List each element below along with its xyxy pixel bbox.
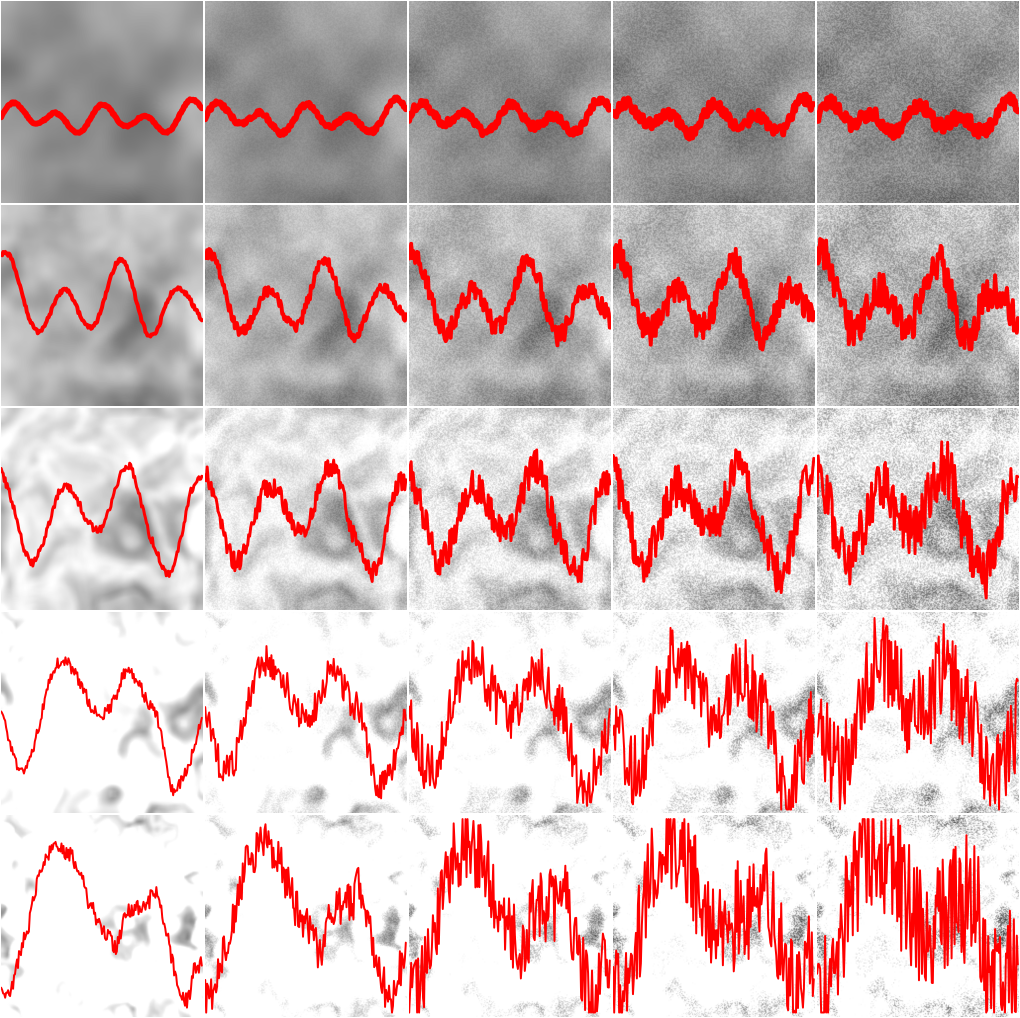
panel-r0-c0 bbox=[0, 0, 204, 204]
panel-r0-c1 bbox=[204, 0, 408, 204]
panel-r0-c4 bbox=[816, 0, 1020, 204]
texture-canvas bbox=[205, 205, 407, 407]
panel-r2-c4 bbox=[816, 407, 1020, 611]
texture-canvas bbox=[205, 408, 407, 610]
texture-canvas bbox=[613, 205, 815, 407]
panel-r4-c4 bbox=[816, 814, 1020, 1018]
panel-r1-c1 bbox=[204, 204, 408, 408]
panel-r2-c1 bbox=[204, 407, 408, 611]
panel-grid bbox=[0, 0, 1020, 1018]
panel-r4-c0 bbox=[0, 814, 204, 1018]
panel-r3-c3 bbox=[612, 611, 816, 815]
panel-r3-c1 bbox=[204, 611, 408, 815]
texture-canvas bbox=[817, 815, 1019, 1017]
panel-r3-c4 bbox=[816, 611, 1020, 815]
panel-r1-c4 bbox=[816, 204, 1020, 408]
texture-canvas bbox=[817, 1, 1019, 203]
texture-canvas bbox=[1, 815, 203, 1017]
texture-canvas bbox=[1, 1, 203, 203]
panel-r1-c2 bbox=[408, 204, 612, 408]
texture-canvas bbox=[205, 1, 407, 203]
texture-canvas bbox=[817, 205, 1019, 407]
panel-r2-c2 bbox=[408, 407, 612, 611]
texture-canvas bbox=[409, 205, 611, 407]
texture-canvas bbox=[205, 612, 407, 814]
panel-r1-c3 bbox=[612, 204, 816, 408]
panel-r1-c0 bbox=[0, 204, 204, 408]
panel-r3-c2 bbox=[408, 611, 612, 815]
panel-r0-c2 bbox=[408, 0, 612, 204]
panel-r4-c3 bbox=[612, 814, 816, 1018]
texture-canvas bbox=[613, 612, 815, 814]
panel-r4-c1 bbox=[204, 814, 408, 1018]
panel-r2-c3 bbox=[612, 407, 816, 611]
panel-r0-c3 bbox=[612, 0, 816, 204]
texture-canvas bbox=[409, 612, 611, 814]
texture-canvas bbox=[817, 612, 1019, 814]
texture-canvas bbox=[1, 205, 203, 407]
texture-canvas bbox=[1, 408, 203, 610]
texture-canvas bbox=[409, 1, 611, 203]
texture-canvas bbox=[613, 1, 815, 203]
panel-r3-c0 bbox=[0, 611, 204, 815]
texture-canvas bbox=[409, 408, 611, 610]
texture-canvas bbox=[409, 815, 611, 1017]
panel-r2-c0 bbox=[0, 407, 204, 611]
panel-r4-c2 bbox=[408, 814, 612, 1018]
texture-canvas bbox=[205, 815, 407, 1017]
texture-canvas bbox=[1, 612, 203, 814]
texture-canvas bbox=[613, 815, 815, 1017]
texture-canvas bbox=[817, 408, 1019, 610]
texture-canvas bbox=[613, 408, 815, 610]
